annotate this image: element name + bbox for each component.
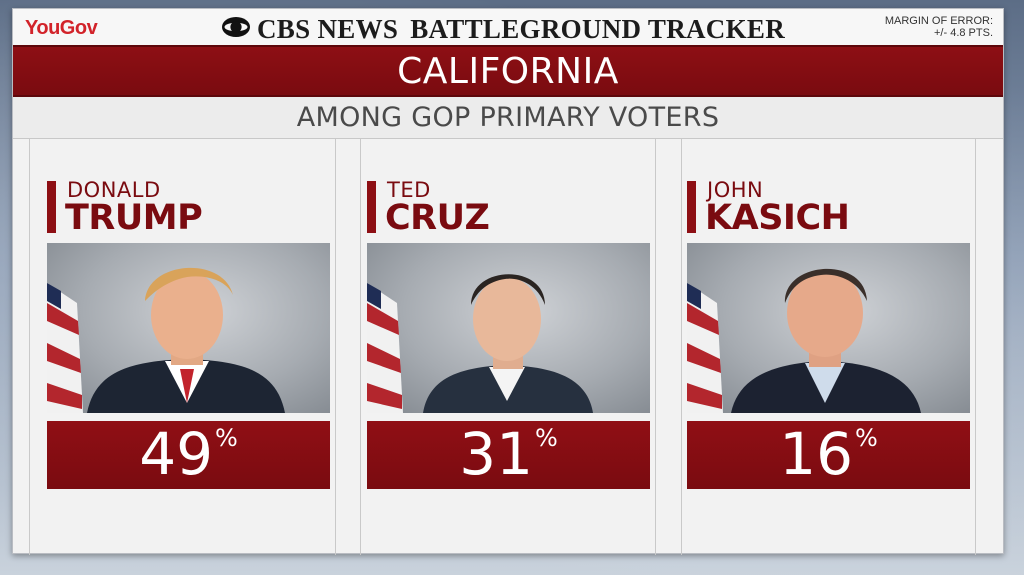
candidate-first-name: DONALD (67, 178, 161, 202)
program-title: CBS NEWS BATTLEGROUND TRACKER (257, 14, 785, 45)
score-value: 31 (459, 420, 533, 488)
candidate-portrait (47, 243, 330, 413)
state-bar: CALIFORNIA (13, 45, 1003, 97)
score-bar: 16 % (687, 421, 970, 489)
yougov-logo: YouGov (25, 17, 98, 39)
flag-icon (367, 283, 403, 413)
subtitle: AMONG GOP PRIMARY VOTERS (296, 102, 720, 133)
network-name: CBS NEWS (257, 14, 399, 44)
subtitle-bar: AMONG GOP PRIMARY VOTERS (13, 97, 1003, 139)
portrait-illustration (367, 274, 593, 413)
column-divider (335, 139, 336, 555)
flag-icon (687, 283, 723, 413)
cbs-eye-icon (222, 17, 250, 37)
program-name: BATTLEGROUND TRACKER (410, 14, 786, 44)
portrait-illustration (687, 268, 921, 413)
portrait-illustration (47, 267, 285, 413)
candidate-name: DONALD TRUMP (47, 177, 327, 238)
name-accent-bar (47, 181, 56, 233)
candidate-first-name: JOHN (707, 178, 764, 202)
candidate-portrait (367, 243, 650, 413)
candidate-card: JOHN KASICH (687, 139, 977, 555)
column-divider (975, 139, 976, 555)
percent-sign: % (855, 424, 878, 452)
column-divider (360, 139, 361, 555)
score-value: 49 (139, 420, 213, 488)
percent-sign: % (215, 424, 238, 452)
percent-sign: % (535, 424, 558, 452)
candidate-card: DONALD TRUMP (47, 139, 337, 555)
candidate-name: TED CRUZ (367, 177, 647, 238)
state-name: CALIFORNIA (397, 50, 619, 92)
column-divider (655, 139, 656, 555)
tracker-card: YouGov CBS NEWS BATTLEGROUND TRACKER MARG… (12, 8, 1004, 555)
score-bar: 49 % (47, 421, 330, 489)
margin-of-error: MARGIN OF ERROR: +/- 4.8 PTS. (885, 15, 993, 39)
candidate-portrait (687, 243, 970, 413)
candidate-last-name: KASICH (705, 198, 850, 238)
candidate-card: TED CRUZ (367, 139, 657, 555)
score-bar: 31 % (367, 421, 650, 489)
candidate-name: JOHN KASICH (687, 177, 967, 238)
moe-value: +/- 4.8 PTS. (934, 27, 993, 39)
name-accent-bar (687, 181, 696, 233)
header-strip: YouGov CBS NEWS BATTLEGROUND TRACKER MARG… (13, 9, 1003, 45)
candidate-last-name: TRUMP (65, 198, 203, 238)
candidate-first-name: TED (387, 178, 431, 202)
flag-icon (47, 283, 83, 413)
name-accent-bar (367, 181, 376, 233)
column-divider (29, 139, 30, 555)
moe-label: MARGIN OF ERROR: (884, 15, 993, 27)
column-divider (681, 139, 682, 555)
score-value: 16 (779, 420, 853, 488)
candidate-last-name: CRUZ (385, 198, 490, 238)
